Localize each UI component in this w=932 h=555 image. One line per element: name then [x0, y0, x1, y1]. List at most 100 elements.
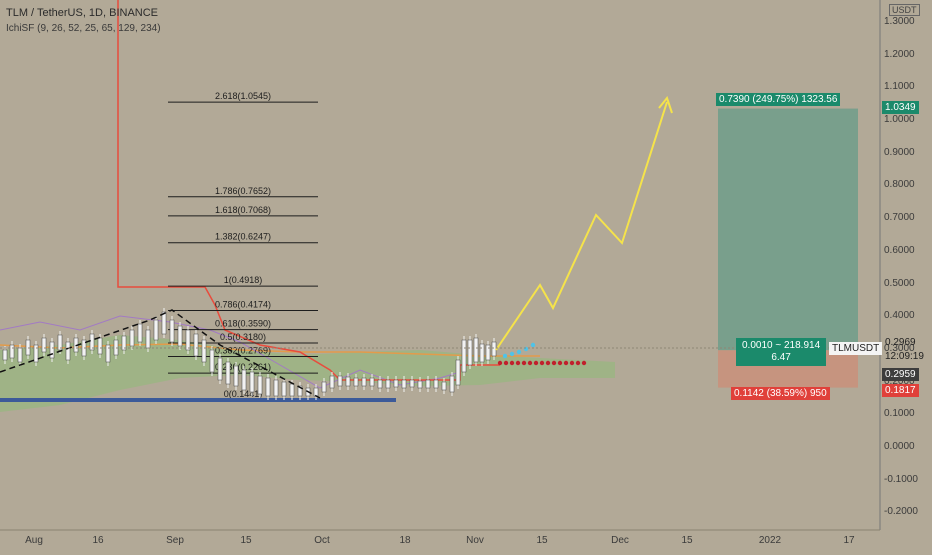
forecast-dot: [557, 360, 563, 366]
candle: [337, 375, 343, 387]
candle: [479, 343, 485, 363]
x-tick-label: Dec: [611, 535, 629, 546]
x-tick-label: Nov: [466, 535, 484, 546]
forecast-dot: [581, 360, 587, 366]
candle: [329, 375, 335, 389]
forecast-dot: [569, 360, 575, 366]
target-label: 0.7390 (249.75%) 1323.56: [716, 93, 841, 106]
entry-price-tag: 0.2959: [882, 368, 919, 381]
x-tick-label: 17: [843, 535, 855, 546]
candle: [385, 379, 391, 389]
candle: [225, 361, 231, 385]
currency-badge[interactable]: USDT: [889, 4, 920, 16]
projection-arrowhead: [658, 95, 673, 114]
lagging-line: [0, 315, 461, 389]
x-tick-label: 15: [681, 535, 693, 546]
fib-label: 0.786(0.4174): [215, 300, 271, 310]
x-tick-label: Aug: [25, 535, 43, 546]
candle: [9, 344, 15, 359]
candle: [377, 379, 383, 389]
horizontal-zone: [0, 398, 396, 402]
x-tick-label: 18: [399, 535, 411, 546]
candle: [425, 379, 431, 389]
stop-label: 0.1142 (38.59%) 950: [731, 387, 830, 400]
y-tick-label: 1.3000: [884, 15, 915, 27]
x-tick-label: 16: [92, 535, 104, 546]
candle: [321, 381, 327, 393]
y-tick-label: 1.1000: [884, 81, 915, 93]
forecast-dot: [551, 360, 557, 366]
fib-label: 1(0.4918): [224, 275, 263, 285]
candle: [97, 337, 103, 355]
projection: [495, 95, 673, 366]
y-tick-label: 0.4000: [884, 310, 915, 322]
candle: [153, 319, 159, 341]
candle: [353, 377, 359, 387]
candle: [467, 339, 473, 366]
candle: [177, 325, 183, 347]
candle: [129, 329, 135, 347]
candle: [249, 371, 255, 393]
fib-label: 1.382(0.6247): [215, 232, 271, 242]
forecast-dot: [516, 349, 522, 355]
position-zones: [718, 108, 858, 388]
candle: [41, 337, 47, 353]
chart-header: TLM / TetherUS, 1D, BINANCE IchiSF (9, 2…: [6, 6, 161, 36]
x-tick-label: Oct: [314, 535, 330, 546]
candle: [441, 381, 447, 391]
y-tick-label: 0.7000: [884, 212, 915, 224]
forecast-dot: [523, 346, 529, 352]
center-label-line1: 0.0010 ~ 218.914: [742, 340, 821, 351]
forecast-dot: [530, 342, 536, 348]
y-tick-label: -0.1000: [884, 473, 918, 485]
y-tick-label: 0.9000: [884, 146, 915, 158]
fib-label: 0.5(0.3180): [220, 332, 266, 342]
candle: [57, 334, 63, 351]
y-tick-label: 0.1000: [884, 408, 915, 420]
forecast-dot: [575, 360, 581, 366]
candle: [297, 385, 303, 397]
candle: [217, 357, 223, 381]
fib-label: 2.618(1.0545): [215, 91, 271, 101]
forecast-dot: [503, 360, 509, 366]
forecast-dot: [545, 360, 551, 366]
x-tick-label: 15: [240, 535, 252, 546]
candle: [409, 379, 415, 388]
candle: [17, 347, 23, 363]
candle: [455, 359, 461, 386]
forecast-dot: [533, 360, 539, 366]
candle: [65, 341, 71, 361]
candle: [145, 329, 151, 349]
pattern-trendline: [0, 309, 321, 399]
candle: [485, 344, 491, 361]
candle: [185, 329, 191, 351]
candle: [369, 377, 375, 387]
y-tick-label: -0.2000: [884, 506, 918, 518]
fib-levels: 2.618(1.0545) 1.786(0.7652) 1.618(0.7068) 1…: [0, 91, 396, 402]
axis-line: [0, 0, 881, 531]
center-label-line2: 6.47: [771, 352, 791, 363]
candle: [491, 341, 497, 357]
y-tick-label: 0.5000: [884, 277, 915, 289]
x-tick-label: Sep: [166, 535, 184, 546]
candle: [169, 319, 175, 343]
candle: [273, 379, 279, 397]
candle: [233, 365, 239, 387]
candle: [161, 311, 167, 335]
forecast-dot: [563, 360, 569, 366]
candle: [121, 335, 127, 351]
candle: [2, 349, 8, 361]
y-tick-label: 0.3000: [884, 342, 915, 354]
y-tick-label: 0.0000: [884, 441, 915, 452]
forecast-dot: [509, 351, 515, 357]
x-tick-label: 15: [536, 535, 548, 546]
candle: [289, 383, 295, 397]
forecast-dot: [509, 360, 515, 366]
candle: [201, 339, 207, 363]
fib-label: 1.618(0.7068): [215, 205, 271, 215]
candle: [49, 341, 55, 359]
candle: [257, 375, 263, 395]
candle: [241, 369, 247, 391]
